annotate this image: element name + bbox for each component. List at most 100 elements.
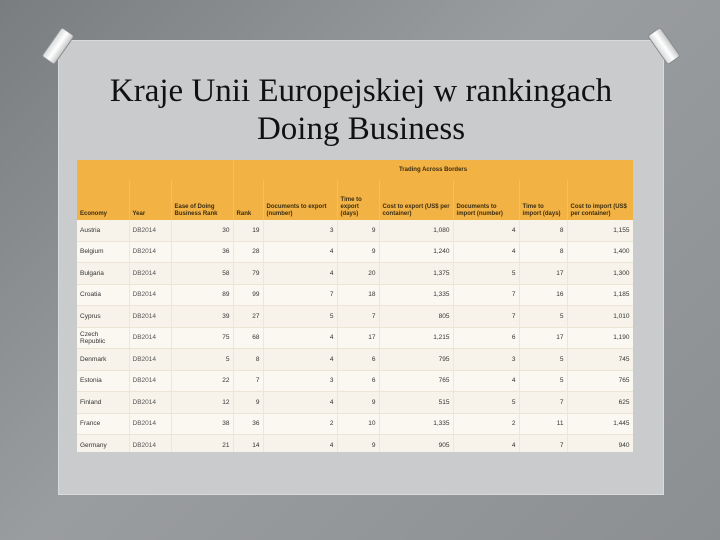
value-cell: 9 bbox=[337, 220, 380, 242]
col-header: Time to export (days) bbox=[337, 180, 380, 220]
value-cell: 745 bbox=[567, 348, 633, 371]
col-header: Documents to export (number) bbox=[263, 180, 338, 220]
economy-cell: Bulgaria bbox=[77, 262, 130, 285]
value-cell: 79 bbox=[233, 262, 264, 285]
value-cell: 5 bbox=[263, 305, 338, 328]
year-cell: DB2014 bbox=[129, 220, 172, 242]
year-cell: DB2014 bbox=[129, 284, 172, 306]
value-cell: 6 bbox=[453, 327, 520, 349]
value-cell: 4 bbox=[453, 434, 520, 452]
value-cell: 7 bbox=[233, 370, 264, 392]
value-cell: 28 bbox=[233, 241, 264, 263]
value-cell: 1,215 bbox=[379, 327, 454, 349]
value-cell: 940 bbox=[567, 434, 633, 452]
economy-cell: Croatia bbox=[77, 284, 130, 306]
value-cell: 8 bbox=[233, 348, 264, 371]
value-cell: 16 bbox=[519, 284, 568, 306]
value-cell: 89 bbox=[171, 284, 234, 306]
value-cell: 38 bbox=[171, 413, 234, 435]
year-cell: DB2014 bbox=[129, 434, 172, 452]
value-cell: 1,010 bbox=[567, 305, 633, 328]
col-header: Rank bbox=[233, 180, 264, 220]
value-cell: 3 bbox=[453, 348, 520, 371]
economy-cell: Estonia bbox=[77, 370, 130, 392]
col-header: Time to import (days) bbox=[519, 180, 568, 220]
value-cell: 7 bbox=[337, 305, 380, 328]
economy-cell: Germany bbox=[77, 434, 130, 452]
year-cell: DB2014 bbox=[129, 241, 172, 263]
value-cell: 1,155 bbox=[567, 220, 633, 242]
value-cell: 5 bbox=[519, 348, 568, 371]
value-cell: 1,335 bbox=[379, 413, 454, 435]
value-cell: 99 bbox=[233, 284, 264, 306]
value-cell: 1,300 bbox=[567, 262, 633, 285]
table-header-row: Economy Year Ease of Doing Business Rank… bbox=[77, 180, 633, 220]
col-header: Cost to export (US$ per container) bbox=[379, 180, 454, 220]
value-cell: 4 bbox=[263, 434, 338, 452]
doing-business-table: Trading Across Borders Economy Year Ease… bbox=[77, 160, 633, 452]
value-cell: 4 bbox=[263, 348, 338, 371]
value-cell: 7 bbox=[519, 391, 568, 414]
value-cell: 14 bbox=[233, 434, 264, 452]
value-cell: 9 bbox=[337, 241, 380, 263]
slide-title-line2: Doing Business bbox=[256, 111, 466, 147]
value-cell: 36 bbox=[171, 241, 234, 263]
value-cell: 4 bbox=[453, 370, 520, 392]
value-cell: 7 bbox=[519, 434, 568, 452]
value-cell: 4 bbox=[263, 391, 338, 414]
value-cell: 8 bbox=[519, 220, 568, 242]
value-cell: 1,185 bbox=[567, 284, 633, 306]
economy-cell: Denmark bbox=[77, 348, 130, 371]
table-row: France DB2014 38 36 2 10 1,335 2 11 1,445 bbox=[77, 413, 633, 435]
value-cell: 9 bbox=[337, 434, 380, 452]
value-cell: 7 bbox=[453, 305, 520, 328]
value-cell: 7 bbox=[263, 284, 338, 306]
value-cell: 4 bbox=[453, 241, 520, 263]
economy-cell: Belgium bbox=[77, 241, 130, 263]
value-cell: 6 bbox=[337, 348, 380, 371]
value-cell: 765 bbox=[379, 370, 454, 392]
col-header: Cost to import (US$ per container) bbox=[567, 180, 633, 220]
value-cell: 1,335 bbox=[379, 284, 454, 306]
value-cell: 58 bbox=[171, 262, 234, 285]
value-cell: 625 bbox=[567, 391, 633, 414]
value-cell: 4 bbox=[453, 220, 520, 242]
value-cell: 5 bbox=[519, 305, 568, 328]
value-cell: 39 bbox=[171, 305, 234, 328]
table-row: Finland DB2014 12 9 4 9 515 5 7 625 bbox=[77, 391, 633, 414]
value-cell: 905 bbox=[379, 434, 454, 452]
value-cell: 805 bbox=[379, 305, 454, 328]
value-cell: 17 bbox=[519, 327, 568, 349]
value-cell: 2 bbox=[453, 413, 520, 435]
value-cell: 5 bbox=[453, 391, 520, 414]
value-cell: 9 bbox=[233, 391, 264, 414]
value-cell: 19 bbox=[233, 220, 264, 242]
table-row: Denmark DB2014 5 8 4 6 795 3 5 745 bbox=[77, 348, 633, 371]
value-cell: 4 bbox=[263, 262, 338, 285]
group-header-trading: Trading Across Borders bbox=[233, 160, 633, 180]
value-cell: 20 bbox=[337, 262, 380, 285]
col-header: Ease of Doing Business Rank bbox=[171, 180, 234, 220]
table-row: Germany DB2014 21 14 4 9 905 4 7 940 bbox=[77, 434, 633, 452]
value-cell: 795 bbox=[379, 348, 454, 371]
economy-cell: Austria bbox=[77, 220, 130, 242]
year-cell: DB2014 bbox=[129, 305, 172, 328]
value-cell: 17 bbox=[519, 262, 568, 285]
value-cell: 9 bbox=[337, 391, 380, 414]
economy-cell: Finland bbox=[77, 391, 130, 414]
economy-cell: Czech Republic bbox=[77, 327, 130, 349]
value-cell: 21 bbox=[171, 434, 234, 452]
col-header: Documents to import (number) bbox=[453, 180, 520, 220]
value-cell: 8 bbox=[519, 241, 568, 263]
table-row: Austria DB2014 30 19 3 9 1,080 4 8 1,155 bbox=[77, 220, 633, 242]
value-cell: 68 bbox=[233, 327, 264, 349]
col-header: Year bbox=[129, 180, 172, 220]
value-cell: 10 bbox=[337, 413, 380, 435]
value-cell: 12 bbox=[171, 391, 234, 414]
value-cell: 1,240 bbox=[379, 241, 454, 263]
value-cell: 22 bbox=[171, 370, 234, 392]
economy-cell: France bbox=[77, 413, 130, 435]
value-cell: 11 bbox=[519, 413, 568, 435]
value-cell: 17 bbox=[337, 327, 380, 349]
slide-title-line1: Kraje Unii Europejskiej w rankingach bbox=[109, 73, 613, 109]
